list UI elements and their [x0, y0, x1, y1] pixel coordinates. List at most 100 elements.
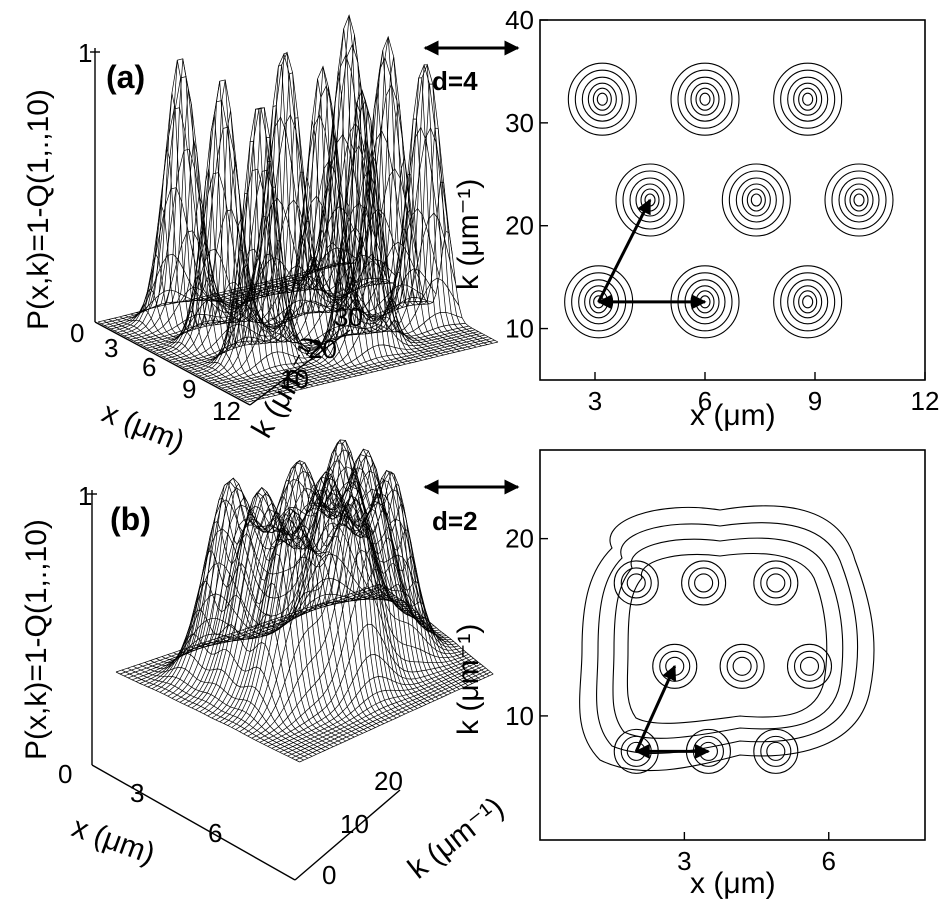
contour-ring	[750, 193, 762, 207]
contour-ring	[798, 290, 818, 314]
lattice-vector-arrow	[597, 198, 652, 303]
contour-ring	[684, 76, 726, 122]
contour-ring	[694, 573, 714, 593]
surface-b-ktick-1: 10	[340, 809, 369, 839]
surface-mesh-line	[243, 495, 459, 735]
contour-ring	[787, 279, 829, 325]
surface-a-ztick-1: 1	[78, 38, 92, 68]
contour-a-y-label: k (μm⁻¹)	[452, 179, 485, 290]
surface-mesh-line	[235, 489, 454, 730]
surface-mesh-line	[150, 208, 401, 351]
annotation-d-a: d=4	[432, 66, 478, 96]
contour-a-x-label: x (μm)	[690, 399, 776, 432]
contour-ring	[629, 177, 671, 223]
contour-ring	[581, 76, 623, 122]
contour-a-ticks: 3 6 9 12 10 20 30 40	[505, 5, 939, 416]
contour-a-frame	[539, 19, 926, 381]
contour-ring	[587, 82, 617, 116]
contour-ring	[719, 643, 765, 689]
contour-ring	[793, 650, 826, 682]
contour-ring	[824, 163, 894, 237]
contour-ring	[844, 183, 874, 217]
surface-mesh-line	[247, 499, 462, 737]
surface-mesh-line	[218, 99, 469, 387]
surface-b-k-axis	[294, 789, 401, 881]
contour-b-x-label: x (μm)	[690, 867, 776, 900]
contour-ring	[699, 92, 711, 106]
contour-ring	[753, 560, 799, 606]
contour-ring	[853, 193, 865, 207]
surface-mesh-line	[219, 493, 445, 723]
contour-ring	[622, 170, 678, 230]
surface-mesh-line	[169, 195, 421, 361]
contour-xtick-label: 9	[808, 386, 822, 416]
contour-ring	[766, 741, 786, 761]
contour-xtick-label: 3	[677, 846, 691, 876]
contour-ring	[793, 285, 823, 319]
surface-mesh-line	[238, 336, 489, 398]
surface-mesh-line	[155, 460, 405, 691]
contour-ring	[596, 92, 608, 106]
surface-mesh-line	[291, 669, 489, 759]
surface-b-k-label: k (μm⁻¹)	[402, 791, 510, 886]
contour-ring	[695, 87, 715, 111]
contour-ring	[728, 170, 784, 230]
surface-mesh-line	[263, 623, 472, 745]
surface-mesh-line	[127, 667, 309, 759]
surface-b-z-label: P(x,k)=1-Q(1,.,10)	[20, 519, 53, 760]
contour-ytick-label: 30	[505, 108, 534, 138]
contour-ring	[735, 177, 777, 223]
surface-mesh-line	[199, 63, 450, 377]
surface-a-xtick-0: 3	[104, 333, 118, 363]
surface-mesh-line	[183, 470, 422, 705]
surface-a-x-label: x (μm)	[97, 396, 189, 459]
surface-mesh-line	[212, 144, 463, 384]
surface-mesh-line	[176, 65, 427, 365]
contour-ring	[652, 643, 698, 689]
contour-envelope	[596, 522, 859, 754]
contour-b-frame	[539, 449, 926, 841]
contour-ring	[726, 650, 758, 682]
surface-mesh-line	[205, 212, 456, 380]
surface-mesh-line	[172, 114, 424, 363]
contour-ring	[849, 188, 869, 212]
contour-xtick-label: 12	[911, 386, 940, 416]
surface-a-ktick-1: 20	[308, 334, 337, 364]
contour-ring	[732, 656, 752, 676]
surface-mesh-line	[244, 339, 495, 401]
surface-plot-b: (b) P(x,k)=1-Q(1,.,10) 0 1 3 6 0 10 20 x…	[20, 439, 510, 890]
surface-mesh-line	[271, 659, 477, 749]
surface-mesh-line	[247, 341, 499, 403]
surface-mesh-line	[127, 122, 378, 338]
contour-ring	[574, 69, 630, 129]
surface-mesh-line	[199, 454, 432, 713]
surface-mesh-line	[202, 127, 453, 378]
panel-label-a: (a)	[106, 59, 145, 95]
surface-mesh-line	[283, 665, 484, 755]
contour-ring	[681, 560, 727, 606]
surface-mesh-line	[259, 586, 469, 743]
surface-mesh-line	[130, 197, 381, 340]
contour-ring	[787, 76, 829, 122]
surface-mesh-line	[215, 89, 466, 385]
contour-ring	[760, 567, 792, 599]
contour-ring	[620, 567, 652, 599]
surface-mesh-line	[221, 169, 472, 389]
contour-ring	[760, 735, 792, 767]
surface-mesh-line	[185, 241, 437, 370]
contour-envelope	[626, 552, 828, 724]
surface-b-ktick-0: 0	[322, 860, 336, 890]
panel-label-b: (b)	[110, 501, 151, 537]
surface-a-x-axis	[94, 321, 251, 406]
contour-ring	[793, 82, 823, 116]
contour-ring	[677, 69, 733, 129]
surface-mesh-line	[279, 663, 482, 753]
surface-mesh-line	[163, 439, 410, 695]
contour-ring	[635, 183, 665, 217]
surface-mesh-line	[207, 476, 437, 717]
contour-ytick-label: 40	[505, 5, 534, 35]
surface-mesh-line	[195, 448, 430, 711]
surface-mesh-line	[159, 442, 408, 693]
contour-ring	[741, 183, 771, 217]
